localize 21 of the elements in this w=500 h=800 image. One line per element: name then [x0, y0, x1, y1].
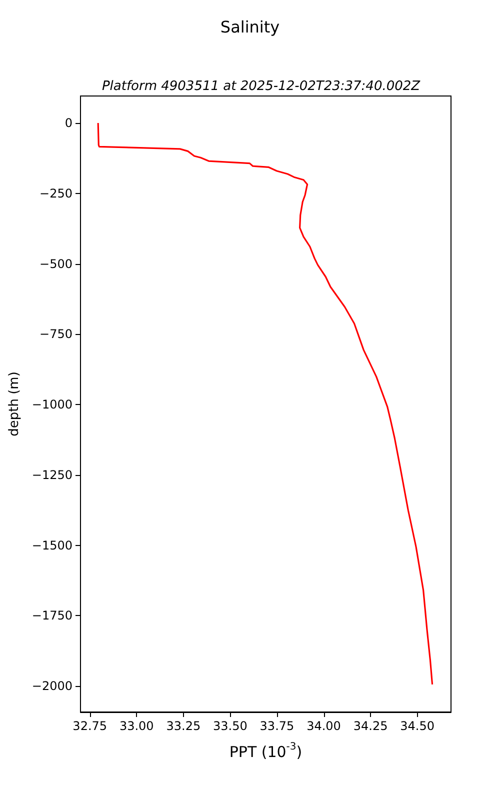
x-tick-label: 32.75 — [72, 719, 108, 733]
x-tick-label: 33.75 — [260, 719, 294, 733]
x-tick-label: 33.00 — [119, 719, 154, 733]
x-tick-label: 34.50 — [400, 719, 434, 733]
y-tick-label: −1000 — [32, 398, 72, 412]
y-tick-label: −500 — [40, 256, 72, 271]
x-tick-label: 34.00 — [306, 719, 341, 733]
y-tick-label: −1500 — [32, 538, 72, 552]
y-tick-label: −1250 — [32, 468, 72, 482]
y-tick-label: −250 — [40, 186, 72, 200]
y-axis-title: depth (m) — [7, 372, 22, 436]
y-tick-label: 0 — [64, 116, 72, 130]
x-tick-label: 33.25 — [166, 719, 201, 733]
chart-subtitle: Platform 4903511 at 2025-12-02T23:37:40.002Z — [102, 79, 422, 94]
x-tick-label: 33.50 — [213, 719, 248, 733]
y-tick-label: −1750 — [32, 608, 72, 623]
y-tick-label: −750 — [40, 327, 72, 342]
x-tick-label: 34.25 — [353, 719, 388, 733]
chart-title: Salinity — [220, 18, 280, 36]
line-series — [97, 122, 434, 686]
y-tick-label: −2000 — [32, 679, 72, 694]
